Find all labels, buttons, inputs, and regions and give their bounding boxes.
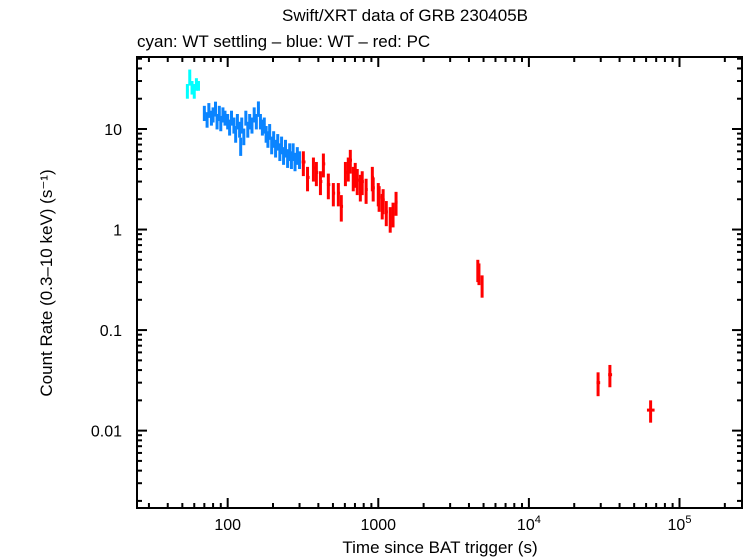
data-point [477, 263, 481, 286]
data-point [219, 115, 223, 132]
data-point [360, 171, 364, 196]
data-point [205, 112, 209, 128]
data-point [646, 400, 655, 423]
data-point [339, 195, 344, 222]
x-tick-label: 105 [668, 514, 692, 534]
data-point [336, 183, 341, 207]
data-point [331, 183, 336, 207]
data-point [196, 81, 200, 91]
data-point [254, 113, 258, 130]
y-axis-label: Count Rate (0.3–10 keV) (s⁻¹) [37, 169, 56, 396]
data-point [596, 372, 601, 397]
data-point [283, 139, 287, 158]
data-point [256, 101, 260, 117]
data-point [232, 117, 236, 134]
data-point [480, 275, 484, 298]
data-point [213, 101, 217, 117]
x-tick-label: 1000 [360, 517, 396, 534]
data-point [239, 137, 243, 156]
data-point [364, 178, 368, 204]
data-point [311, 157, 316, 182]
data-point [280, 136, 284, 155]
x-tick-exponent: 4 [535, 514, 541, 526]
data-point [228, 119, 232, 136]
data-point [185, 84, 189, 99]
data-point [355, 169, 359, 196]
data-point [188, 69, 192, 86]
data-point [202, 105, 206, 122]
series-wt [202, 101, 302, 172]
data-point [377, 186, 381, 212]
data-point [314, 161, 319, 187]
series-wt-settling [185, 69, 200, 99]
data-point [608, 364, 613, 388]
chart-title: Swift/XRT data of GRB 230405B [282, 6, 528, 25]
data-point [321, 153, 326, 178]
x-tick-label: 104 [517, 514, 541, 534]
data-point [298, 151, 302, 170]
data-point [223, 110, 227, 126]
x-tick-exponent: 5 [685, 514, 691, 526]
y-tick-label: 10 [104, 122, 122, 139]
data-point [276, 134, 280, 151]
data-point [291, 143, 295, 162]
data-point [234, 126, 238, 143]
x-tick-label: 100 [214, 517, 241, 534]
data-point [244, 110, 248, 126]
data-point [250, 117, 254, 134]
data-point [235, 113, 239, 130]
data-point [207, 103, 211, 118]
data-point [229, 110, 233, 126]
data-point [388, 207, 392, 233]
axis-ticks: 100 1000 104 105 10 1 0.1 0.01 [91, 57, 742, 534]
data-point [318, 171, 323, 196]
x-axis-label: Time since BAT trigger (s) [342, 538, 537, 557]
data-point [384, 201, 388, 227]
data-point [348, 149, 353, 174]
data-point [394, 191, 398, 216]
data-point [240, 117, 244, 134]
data-point [301, 151, 306, 177]
data-point [381, 189, 385, 215]
data-point [268, 124, 272, 140]
data-point [326, 173, 331, 200]
y-tick-label: 0.1 [100, 323, 122, 340]
data-point [371, 177, 375, 202]
series-pc [301, 149, 655, 423]
data-point [242, 128, 246, 146]
data-point [391, 202, 395, 228]
data-point [305, 166, 310, 192]
chart-subtitle: cyan: WT settling – blue: WT – red: PC [137, 32, 430, 51]
data-point [262, 117, 266, 134]
data-point [272, 131, 276, 148]
y-tick-label: 1 [113, 223, 122, 240]
data-point [343, 161, 348, 187]
y-tick-label: 0.01 [91, 424, 122, 441]
data-points [185, 69, 655, 423]
